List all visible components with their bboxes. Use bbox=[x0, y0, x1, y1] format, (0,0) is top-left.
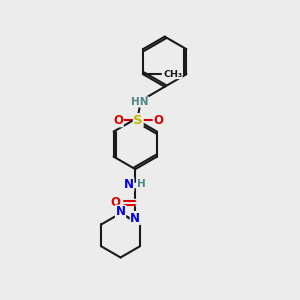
Text: N: N bbox=[116, 205, 126, 218]
Text: O: O bbox=[113, 114, 123, 127]
Text: CH₃: CH₃ bbox=[163, 70, 182, 79]
Text: N: N bbox=[124, 178, 134, 191]
Text: S: S bbox=[134, 114, 143, 127]
Text: O: O bbox=[153, 114, 163, 127]
Text: HN: HN bbox=[131, 97, 148, 107]
Text: N: N bbox=[130, 212, 140, 224]
Text: O: O bbox=[110, 196, 121, 209]
Text: H: H bbox=[137, 179, 146, 190]
